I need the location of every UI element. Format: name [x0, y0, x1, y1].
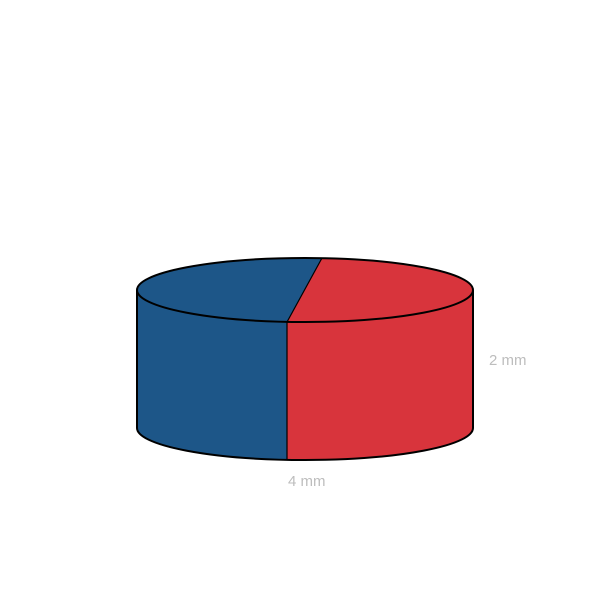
- cylinder-outline: [136, 257, 474, 461]
- blue-half-side: [136, 290, 287, 460]
- height-label: 2 mm: [489, 352, 527, 369]
- red-half-side: [287, 290, 474, 461]
- diameter-label: 4 mm: [288, 473, 326, 490]
- red-half-top: [287, 258, 474, 323]
- blue-half-top: [136, 257, 322, 322]
